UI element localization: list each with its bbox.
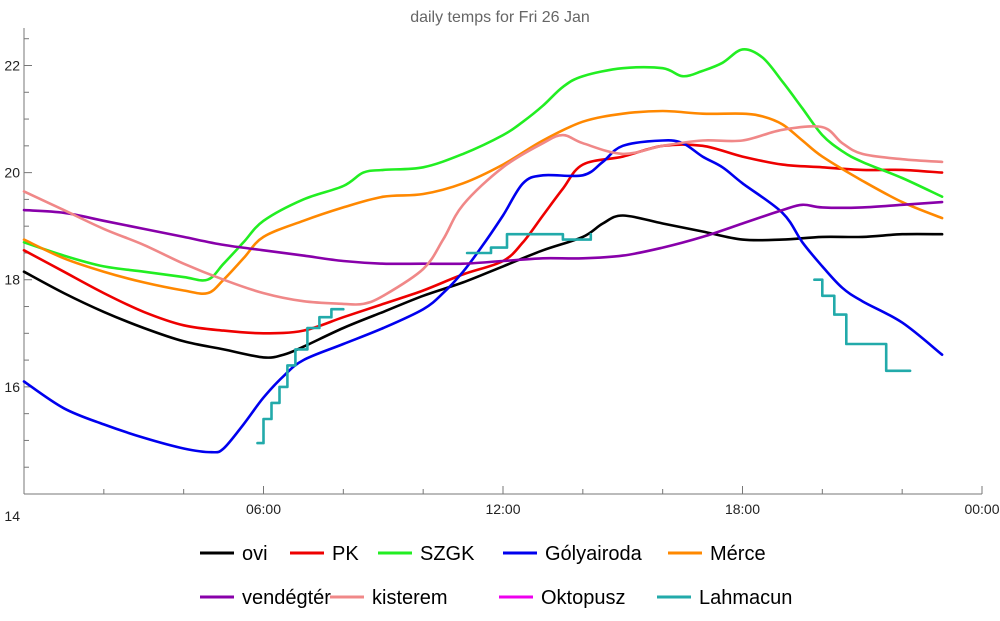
series-line-szgk bbox=[22, 47, 944, 282]
ticks bbox=[24, 38, 983, 495]
legend-item-oktopusz: Oktopusz bbox=[499, 587, 625, 609]
legend-label: vendégtér bbox=[242, 587, 331, 609]
legend: ovi PK SZGK Gólyairoda Mérce vendégtér kistere… bbox=[200, 543, 792, 609]
series-line-lahmacun bbox=[813, 278, 912, 373]
legend-label: PK bbox=[332, 543, 359, 565]
y-tick-label: 22 bbox=[4, 57, 20, 73]
legend-label: Mérce bbox=[710, 543, 766, 565]
legend-item-kisterem: kisterem bbox=[330, 587, 448, 609]
series-line-g-lyairoda bbox=[22, 139, 944, 454]
legend-item-szgk: SZGK bbox=[378, 543, 475, 565]
y-tick-label: 20 bbox=[4, 165, 20, 181]
legend-item-g-lyairoda: Gólyairoda bbox=[503, 543, 643, 565]
legend-item-pk: PK bbox=[290, 543, 359, 565]
series-line-lahmacun bbox=[256, 307, 345, 445]
legend-item-lahmacun: Lahmacun bbox=[657, 587, 792, 609]
legend-label: SZGK bbox=[420, 543, 475, 565]
legend-item-m-rce: Mérce bbox=[668, 543, 766, 565]
series-line-m-rce bbox=[22, 109, 944, 295]
series-line-ovi bbox=[22, 214, 944, 359]
y-tick-label: 16 bbox=[4, 379, 20, 395]
series-line-lahmacun bbox=[465, 232, 593, 255]
series-line-kisterem bbox=[22, 124, 944, 306]
plot-series bbox=[22, 47, 944, 454]
legend-label: kisterem bbox=[372, 587, 448, 609]
tick-labels: 06:00 12:00 18:00 00:00 14 16 18 20 22 bbox=[4, 57, 999, 524]
legend-label: Oktopusz bbox=[541, 587, 625, 609]
y-tick-label: 18 bbox=[4, 272, 20, 288]
legend-label: Lahmacun bbox=[699, 587, 792, 609]
x-tick-label: 12:00 bbox=[485, 501, 520, 517]
legend-item-vend-gt-r: vendégtér bbox=[200, 587, 331, 609]
legend-item-ovi: ovi bbox=[200, 543, 268, 565]
x-tick-label: 18:00 bbox=[725, 501, 760, 517]
x-tick-label: 00:00 bbox=[964, 501, 999, 517]
series-line-vend-gt-r bbox=[22, 200, 944, 266]
x-tick-label: 06:00 bbox=[246, 501, 281, 517]
y-tick-label: 14 bbox=[4, 508, 20, 524]
series-line-pk bbox=[22, 143, 944, 335]
chart-title: daily temps for Fri 26 Jan bbox=[410, 9, 590, 26]
legend-label: Gólyairoda bbox=[545, 543, 643, 565]
legend-label: ovi bbox=[242, 543, 268, 565]
